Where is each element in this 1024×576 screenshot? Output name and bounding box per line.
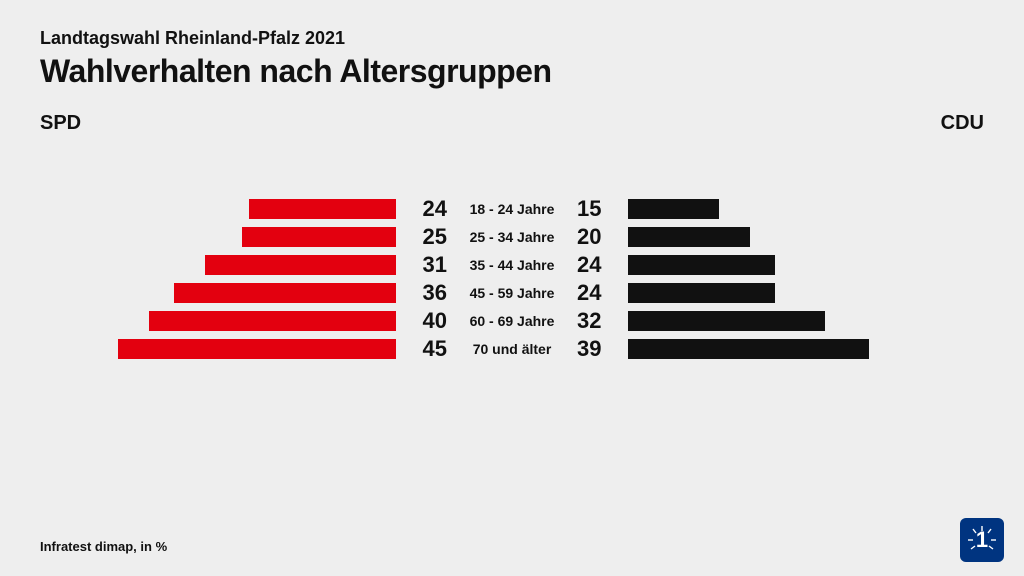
left-bar bbox=[248, 198, 397, 220]
age-group-label: 45 - 59 Jahre bbox=[447, 285, 577, 301]
chart-row: 3645 - 59 Jahre24 bbox=[40, 279, 984, 307]
age-group-label: 35 - 44 Jahre bbox=[447, 257, 577, 273]
left-value: 40 bbox=[411, 308, 447, 334]
left-bar bbox=[241, 226, 397, 248]
left-bar bbox=[204, 254, 397, 276]
right-bar bbox=[627, 226, 751, 248]
left-bar bbox=[173, 282, 397, 304]
right-bar bbox=[627, 198, 720, 220]
left-cell: 45 bbox=[40, 336, 447, 362]
left-cell: 24 bbox=[40, 196, 447, 222]
page-title: Wahlverhalten nach Altersgruppen bbox=[40, 53, 984, 90]
page-root: Landtagswahl Rheinland-Pfalz 2021 Wahlve… bbox=[0, 0, 1024, 576]
age-group-chart: 2418 - 24 Jahre152525 - 34 Jahre203135 -… bbox=[40, 195, 984, 363]
right-value: 24 bbox=[577, 252, 613, 278]
right-value: 20 bbox=[577, 224, 613, 250]
right-cell: 24 bbox=[577, 280, 984, 306]
left-bar bbox=[117, 338, 397, 360]
right-cell: 39 bbox=[577, 336, 984, 362]
left-value: 36 bbox=[411, 280, 447, 306]
right-bar bbox=[627, 282, 776, 304]
left-value: 45 bbox=[411, 336, 447, 362]
left-bar bbox=[148, 310, 397, 332]
right-bar bbox=[627, 338, 870, 360]
age-group-label: 18 - 24 Jahre bbox=[447, 201, 577, 217]
right-cell: 15 bbox=[577, 196, 984, 222]
chart-row: 4570 und älter39 bbox=[40, 335, 984, 363]
right-cell: 24 bbox=[577, 252, 984, 278]
right-bar bbox=[627, 310, 826, 332]
right-value: 24 bbox=[577, 280, 613, 306]
left-cell: 31 bbox=[40, 252, 447, 278]
chart-row: 2525 - 34 Jahre20 bbox=[40, 223, 984, 251]
left-party-label: SPD bbox=[40, 112, 81, 135]
right-value: 15 bbox=[577, 196, 613, 222]
right-value: 32 bbox=[577, 308, 613, 334]
chart-row: 3135 - 44 Jahre24 bbox=[40, 251, 984, 279]
right-cell: 20 bbox=[577, 224, 984, 250]
left-value: 31 bbox=[411, 252, 447, 278]
party-headers: SPD CDU bbox=[40, 112, 984, 135]
age-group-label: 70 und älter bbox=[447, 341, 577, 357]
left-cell: 40 bbox=[40, 308, 447, 334]
source-footer: Infratest dimap, in % bbox=[40, 539, 167, 554]
chart-row: 4060 - 69 Jahre32 bbox=[40, 307, 984, 335]
age-group-label: 25 - 34 Jahre bbox=[447, 229, 577, 245]
ard-logo: 1 bbox=[960, 518, 1004, 562]
pretitle: Landtagswahl Rheinland-Pfalz 2021 bbox=[40, 28, 984, 49]
right-cell: 32 bbox=[577, 308, 984, 334]
left-value: 24 bbox=[411, 196, 447, 222]
chart-row: 2418 - 24 Jahre15 bbox=[40, 195, 984, 223]
right-value: 39 bbox=[577, 336, 613, 362]
right-bar bbox=[627, 254, 776, 276]
left-cell: 36 bbox=[40, 280, 447, 306]
right-party-label: CDU bbox=[941, 112, 984, 135]
left-value: 25 bbox=[411, 224, 447, 250]
age-group-label: 60 - 69 Jahre bbox=[447, 313, 577, 329]
logo-text: 1 bbox=[976, 527, 988, 553]
left-cell: 25 bbox=[40, 224, 447, 250]
